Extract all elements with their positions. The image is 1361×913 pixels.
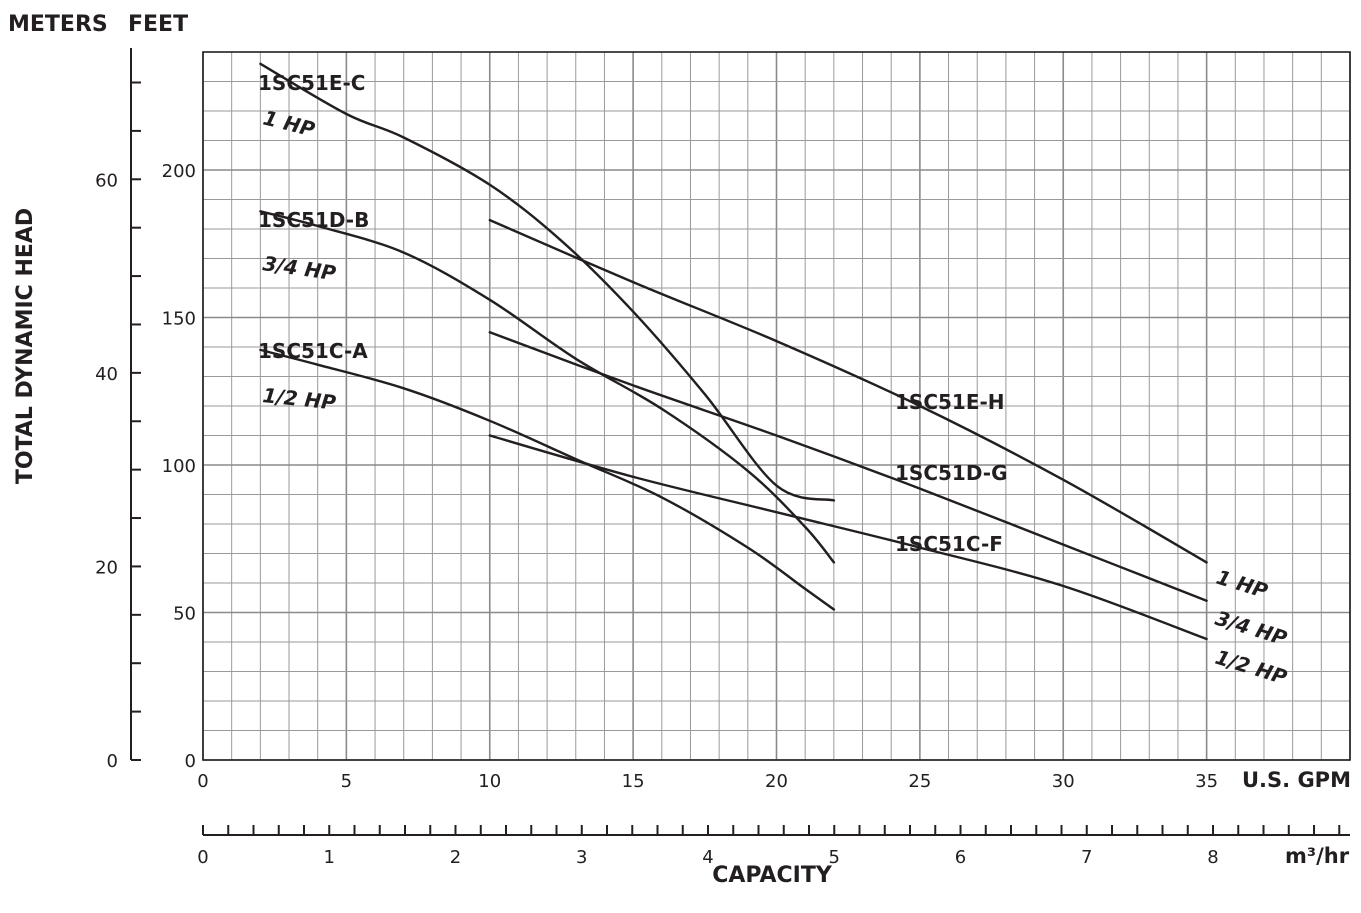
m3hr-tick-label: 7 bbox=[1081, 847, 1092, 868]
meters-tick-label: 20 bbox=[95, 557, 118, 578]
curves bbox=[259, 62, 1208, 641]
feet-tick-label: 100 bbox=[162, 456, 196, 477]
label-1sc51e-h: 1SC51E-H bbox=[895, 390, 1005, 414]
x-axis-title: CAPACITY bbox=[712, 863, 833, 888]
curve-1sc51c-f bbox=[488, 434, 1208, 641]
gpm-tick-label: 10 bbox=[478, 771, 501, 792]
hp-label-1sc51c-f: 1/2 HP bbox=[1213, 645, 1291, 690]
m3hr-tick-label: 2 bbox=[450, 847, 461, 868]
curve-1sc51d-g bbox=[488, 331, 1208, 602]
left-axis: 0 20 40 60 0 50 100 150 200 bbox=[95, 48, 196, 772]
label-1sc51d-g: 1SC51D-G bbox=[895, 461, 1008, 485]
gpm-tick-label: 35 bbox=[1195, 771, 1218, 792]
m3hr-tick-label: 8 bbox=[1207, 847, 1218, 868]
meters-tick-label: 0 bbox=[107, 751, 118, 772]
meters-tick-label: 60 bbox=[95, 170, 118, 191]
gpm-tick-label: 0 bbox=[197, 771, 208, 792]
curve-1sc51e-h bbox=[488, 218, 1208, 564]
m3hr-axis: 0 1 2 3 4 5 6 7 8 bbox=[197, 825, 1350, 868]
feet-tick-label: 200 bbox=[162, 161, 196, 182]
m3hr-unit-label: m³/hr bbox=[1285, 844, 1350, 868]
plot-frame bbox=[202, 51, 1351, 761]
feet-tick-label: 50 bbox=[173, 604, 196, 625]
gpm-tick-label: 30 bbox=[1052, 771, 1075, 792]
curve-1sc51c-a bbox=[259, 348, 836, 611]
label-1sc51c-f: 1SC51C-F bbox=[895, 532, 1003, 556]
label-1sc51c-a: 1SC51C-A bbox=[258, 339, 368, 363]
label-1sc51e-c: 1SC51E-C bbox=[258, 71, 365, 95]
m3hr-tick-label: 6 bbox=[955, 847, 966, 868]
gpm-tick-label: 5 bbox=[341, 771, 352, 792]
meters-tick-label: 40 bbox=[95, 364, 118, 385]
gpm-tick-label: 20 bbox=[765, 771, 788, 792]
gpm-tick-label: 15 bbox=[622, 771, 645, 792]
gpm-tick-label: 25 bbox=[908, 771, 931, 792]
m3hr-tick-label: 0 bbox=[197, 847, 208, 868]
m3hr-tick-label: 1 bbox=[324, 847, 335, 868]
bottom-axis: 0 5 10 15 20 25 30 35 bbox=[197, 771, 1218, 792]
hp-label-1sc51e-h: 1 HP bbox=[1214, 565, 1271, 603]
curve-1sc51e-c bbox=[259, 62, 836, 502]
gpm-unit-label: U.S. GPM bbox=[1242, 768, 1351, 792]
y-axis-title: TOTAL DYNAMIC HEAD bbox=[13, 208, 38, 484]
meters-header: METERS bbox=[8, 12, 108, 37]
label-1sc51d-b: 1SC51D-B bbox=[258, 208, 369, 232]
grid bbox=[202, 51, 1351, 761]
m3hr-tick-label: 3 bbox=[576, 847, 587, 868]
feet-tick-label: 150 bbox=[162, 309, 196, 330]
hp-label-1sc51d-b: 3/4 HP bbox=[261, 251, 337, 285]
hp-label-1sc51c-a: 1/2 HP bbox=[261, 383, 337, 415]
feet-header: FEET bbox=[128, 12, 188, 37]
curve-1sc51d-b bbox=[259, 210, 836, 564]
m3hr-tick-label: 5 bbox=[829, 847, 840, 868]
feet-tick-label: 0 bbox=[185, 751, 196, 772]
m3hr-tick-label: 4 bbox=[702, 847, 713, 868]
